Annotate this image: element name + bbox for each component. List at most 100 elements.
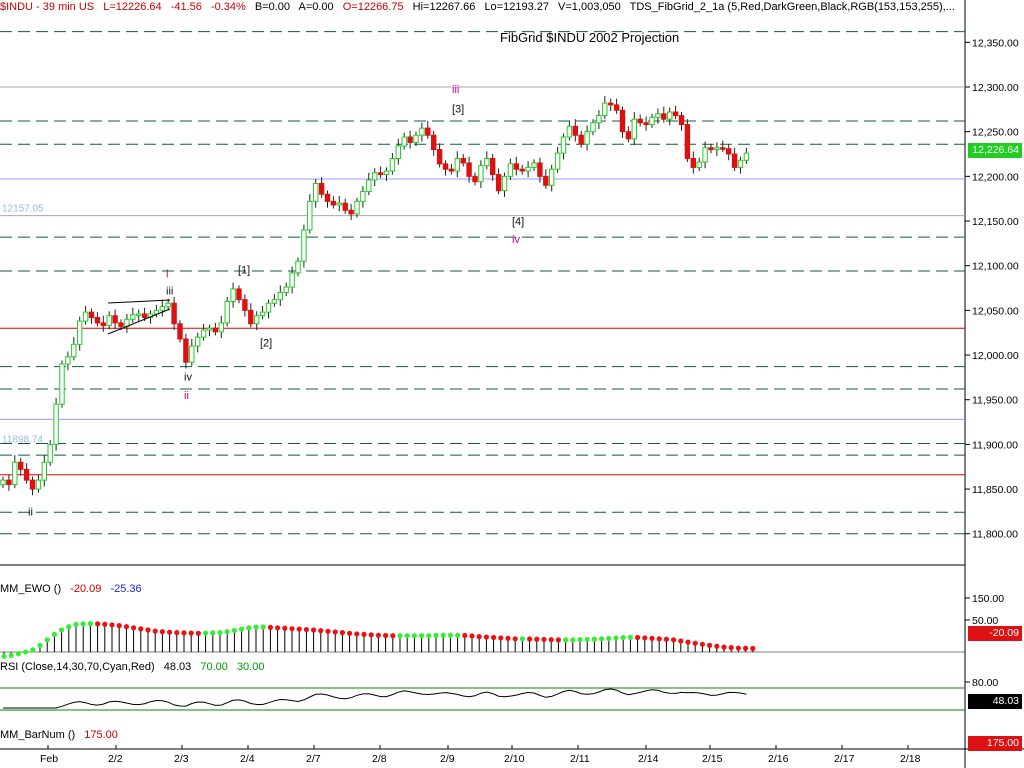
price-tick-label: 12,050.00 — [972, 305, 1019, 317]
rsi-label: RSI (Close,14,30,70,Cyan,Red) 48.03 70.0… — [0, 660, 270, 674]
ewo-dot — [210, 630, 216, 636]
fib-level-label: 11898.74 — [2, 435, 43, 446]
candle-body — [18, 461, 24, 470]
ewo-dot — [519, 636, 526, 642]
ask-value: A=0.00 — [298, 1, 334, 13]
ewo-dot — [318, 628, 324, 634]
candle-body — [572, 125, 578, 136]
candle-body — [525, 166, 531, 172]
ewo-dot — [635, 634, 641, 641]
wave-label: iv — [184, 371, 192, 383]
candle-body — [454, 157, 461, 172]
candle-body — [702, 147, 708, 163]
barnum-last-tag: 175.00 — [968, 736, 1022, 751]
candle-body — [94, 317, 101, 324]
ewo-dot — [419, 633, 425, 639]
ewo-dot — [512, 636, 518, 642]
candle-body — [389, 157, 396, 172]
candle-body — [543, 175, 549, 186]
candle-body — [177, 323, 183, 340]
ewo-label: MM_EWO () -20.09 -25.36 — [0, 582, 148, 596]
candle-body — [153, 309, 160, 315]
ewo-dot — [541, 636, 547, 643]
ewo-dot — [231, 627, 237, 634]
candle-body — [65, 356, 71, 365]
ewo-dot — [347, 630, 353, 636]
candle-body — [118, 322, 124, 327]
study-label: TDS_FibGrid_2_1a (5,Red,DarkGreen,Black,… — [629, 1, 955, 13]
candle-body — [484, 157, 490, 167]
ewo-dot — [368, 632, 374, 638]
candle-body — [419, 127, 425, 136]
ewo-dot — [627, 634, 634, 640]
candle-body — [596, 115, 602, 124]
candle-body — [12, 461, 18, 486]
rsi-name: RSI (Close,14,30,70,Cyan,Red) — [0, 661, 155, 673]
ewo-dot — [411, 633, 417, 639]
candle-body — [436, 149, 443, 165]
candle-body — [47, 443, 53, 463]
candle-body — [53, 403, 59, 445]
symbol-label: $INDU - 39 min US — [0, 1, 95, 13]
ewo-dot — [404, 633, 410, 639]
wave-label: [4] — [512, 216, 524, 228]
wave-label: [2] — [260, 338, 272, 350]
candle-body — [224, 300, 230, 324]
time-tick-label: 2/10 — [504, 753, 525, 765]
candle-body — [478, 165, 484, 183]
wave-label: [3] — [452, 103, 464, 115]
candle-body — [254, 315, 260, 325]
ewo-dot — [613, 635, 619, 641]
candle-body — [431, 134, 437, 151]
ewo-dot — [59, 627, 65, 633]
candle-body — [696, 161, 702, 168]
ewo-dot — [656, 636, 662, 642]
ewo-dot — [476, 634, 482, 640]
candle-body — [714, 147, 720, 151]
candle-body — [265, 302, 272, 313]
candle-body — [100, 322, 106, 327]
candle-body — [395, 145, 402, 159]
candle-body — [366, 179, 372, 193]
wave-label: ii — [184, 390, 189, 402]
ewo-dot — [678, 638, 684, 644]
ewo-dot — [606, 635, 612, 641]
ewo-dot — [455, 632, 461, 638]
ewo-dot — [116, 623, 122, 629]
candle-body — [324, 193, 331, 202]
fib-level-label: 12157.05 — [2, 204, 44, 215]
ewo-dot — [620, 634, 626, 641]
pattern-line — [107, 299, 171, 304]
ewo-value-2: -25.36 — [110, 583, 142, 595]
ewo-dot — [649, 635, 655, 641]
candle-body — [625, 131, 632, 140]
candle-body — [59, 363, 65, 405]
candle-body — [29, 479, 36, 490]
candle-body — [383, 170, 390, 176]
ewo-dot — [217, 630, 223, 636]
ewo-value-1: -20.09 — [70, 583, 102, 595]
price-tick-label: 12,300.00 — [972, 82, 1019, 94]
time-tick-label: 2/9 — [440, 753, 455, 765]
ewo-dot — [671, 637, 677, 643]
price-tick-label: 11,950.00 — [972, 395, 1018, 407]
ewo-dot — [743, 645, 749, 651]
candle-body — [77, 320, 83, 345]
candle-body — [189, 345, 195, 363]
time-tick-label: 2/3 — [174, 753, 189, 765]
candle-body — [637, 118, 643, 124]
price-tick-label: 12,000.00 — [972, 350, 1019, 362]
candle-body — [501, 175, 508, 192]
ewo-dot — [491, 634, 497, 641]
candle-body — [549, 168, 555, 186]
bid-value: B=0.00 — [254, 1, 291, 13]
low-value: Lo=12193.27 — [484, 1, 549, 13]
ewo-dot — [195, 630, 201, 636]
candle-body — [590, 122, 596, 133]
candle-body — [277, 292, 284, 301]
candle-body — [537, 162, 543, 177]
candle-body — [159, 306, 166, 311]
ewo-dot — [8, 652, 14, 658]
candle-body — [678, 115, 685, 126]
